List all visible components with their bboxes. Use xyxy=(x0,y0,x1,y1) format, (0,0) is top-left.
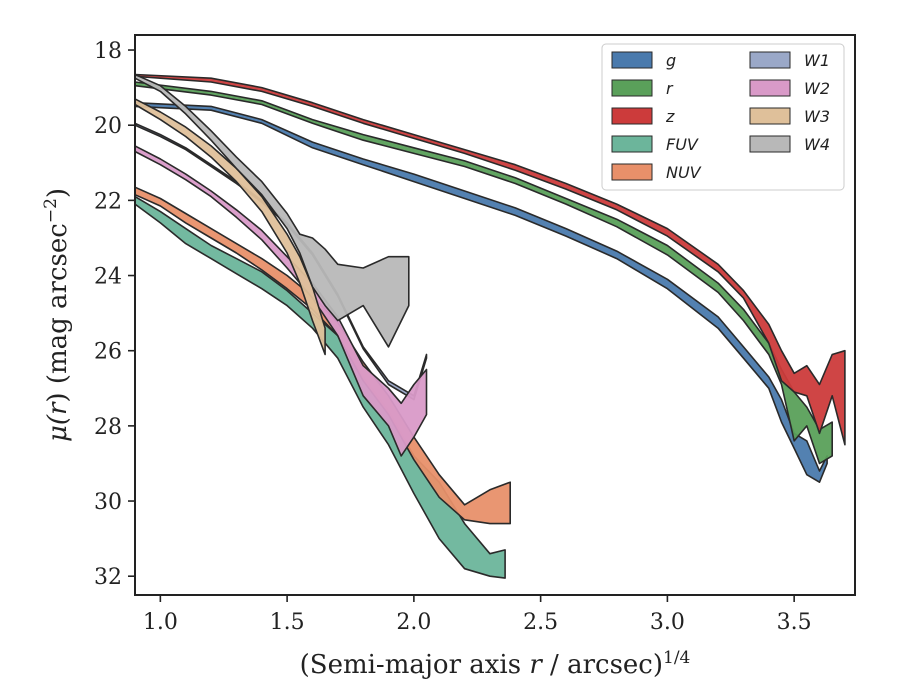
y-axis: 18 20 22 24 26 28 30 32 xyxy=(94,39,135,590)
x-tick-label: 2.5 xyxy=(523,610,558,635)
legend: grz FUV NUV W1 W2 W3 W4 xyxy=(601,43,845,191)
x-tick-label: 3.0 xyxy=(650,610,685,635)
legend-label-w2: W2 xyxy=(804,79,830,98)
legend-label-z: z xyxy=(665,107,675,126)
band-w4 xyxy=(134,73,410,348)
y-tick-label: 20 xyxy=(94,114,122,139)
plot-area xyxy=(134,73,846,579)
legend-swatch-nuv xyxy=(611,163,653,181)
band-fuv xyxy=(134,195,506,579)
band-r xyxy=(134,81,834,465)
x-axis: 1.0 1.5 2.0 2.5 3.0 3.5 xyxy=(143,595,812,635)
y-tick-label: 32 xyxy=(94,565,122,590)
legend-swatch-w1 xyxy=(749,51,791,69)
x-axis-title: (Semi-major axis r / arcsec)1/4 xyxy=(300,648,691,680)
y-tick-label: 30 xyxy=(94,490,122,515)
legend-label-r: r xyxy=(666,79,674,98)
legend-swatch-w2 xyxy=(749,79,791,97)
legend-swatch-g xyxy=(611,51,653,69)
legend-label-w3: W3 xyxy=(804,107,830,126)
y-axis-title: μ(r) (mag arcsec−2) xyxy=(41,188,73,442)
x-tick-label: 1.0 xyxy=(143,610,178,635)
x-tick-label: 2.0 xyxy=(396,610,431,635)
legend-label-nuv: NUV xyxy=(666,163,702,182)
band-g xyxy=(134,101,828,484)
x-tick-label: 1.5 xyxy=(270,610,305,635)
legend-swatch-w4 xyxy=(749,135,791,153)
legend-label-fuv: FUV xyxy=(666,135,699,154)
y-tick-label: 22 xyxy=(94,189,122,214)
band-nuv xyxy=(134,186,512,525)
legend-label-w4: W4 xyxy=(804,135,830,154)
legend-swatch-fuv xyxy=(611,135,653,153)
x-tick-label: 3.5 xyxy=(777,610,812,635)
y-tick-label: 18 xyxy=(94,39,122,64)
band-w2 xyxy=(134,145,428,457)
axes-frame xyxy=(134,34,856,596)
legend-label-w1: W1 xyxy=(804,51,830,70)
band-z xyxy=(134,73,846,446)
legend-swatch-r xyxy=(611,79,653,97)
legend-swatch-z xyxy=(611,107,653,125)
legend-swatch-w3 xyxy=(749,107,791,125)
legend-label-g: g xyxy=(666,51,676,70)
y-tick-label: 24 xyxy=(94,265,122,290)
y-tick-label: 28 xyxy=(94,415,122,440)
band-w3 xyxy=(134,98,326,356)
y-tick-label: 26 xyxy=(94,340,122,365)
